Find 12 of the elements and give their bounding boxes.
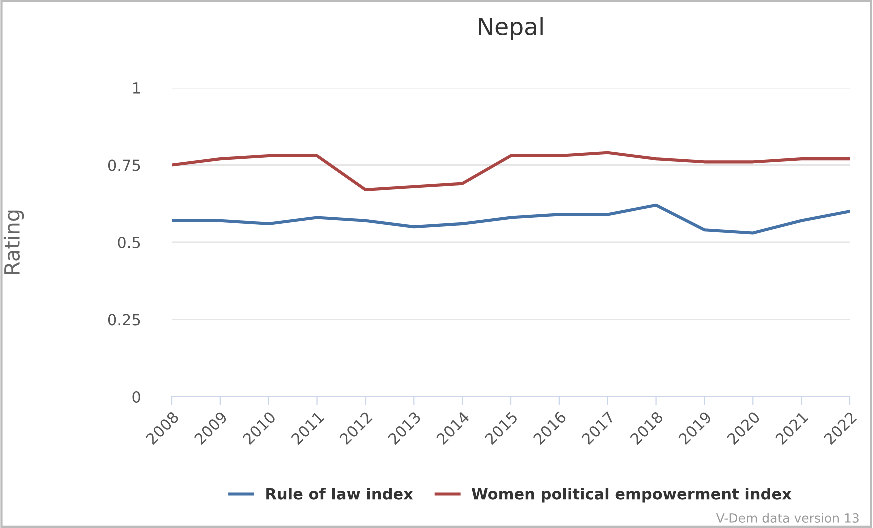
chart-title: Nepal	[479, 17, 543, 40]
y-tick-label: 0.25	[108, 314, 140, 326]
text: V-Dem data version 13	[716, 513, 859, 523]
line-series	[172, 204, 850, 235]
line-series	[172, 151, 850, 192]
y-tick-label: 1	[133, 82, 140, 94]
legend-label: Rule of law index	[266, 488, 414, 500]
y-axis-title: Rating	[4, 210, 24, 274]
y-tick-label: 0.5	[118, 236, 140, 249]
y-tick-label: 0	[132, 391, 140, 404]
legend-label: Women political empowerment index	[472, 488, 792, 503]
y-tick-label: 0.75	[108, 160, 140, 172]
